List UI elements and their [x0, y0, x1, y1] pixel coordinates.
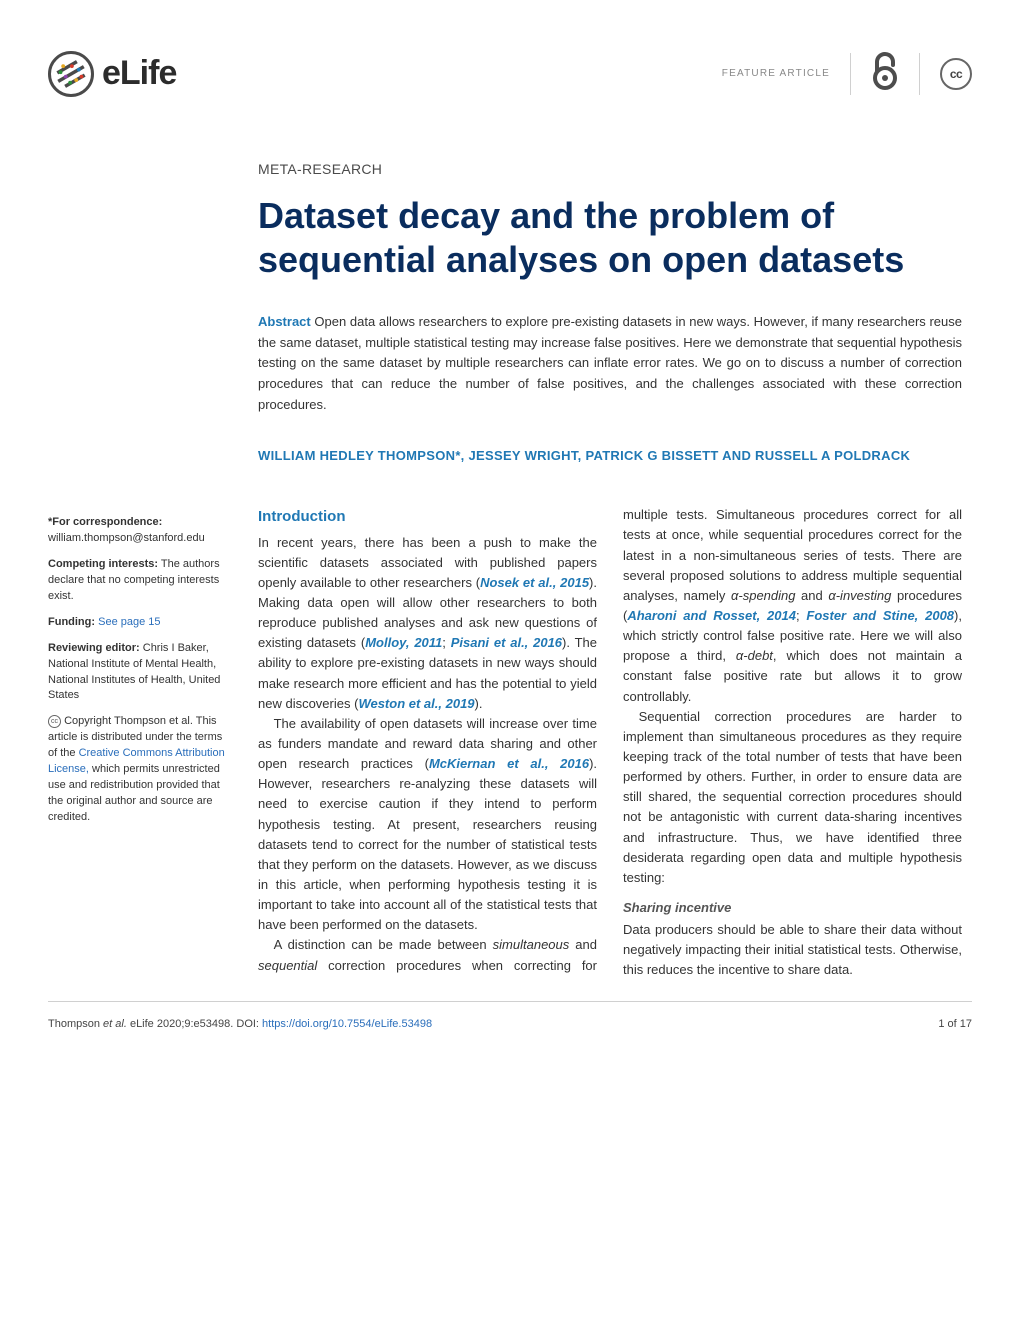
intro-heading: Introduction: [258, 505, 597, 528]
reviewing-label: Reviewing editor:: [48, 642, 140, 654]
divider: [850, 53, 851, 95]
doi-link[interactable]: https://doi.org/10.7554/eLife.53498: [262, 1018, 432, 1030]
divider: [919, 53, 920, 95]
body-paragraph: Sequential correction procedures are har…: [623, 707, 962, 888]
funding-link[interactable]: See page 15: [98, 616, 160, 628]
page-number: 1 of 17: [938, 1016, 972, 1033]
body-paragraph: In recent years, there has been a push t…: [258, 533, 597, 714]
citation[interactable]: Pisani et al., 2016: [451, 635, 562, 650]
citation[interactable]: Nosek et al., 2015: [480, 575, 589, 590]
article-body: Introduction In recent years, there has …: [258, 505, 962, 980]
funding: Funding: See page 15: [48, 615, 228, 631]
cc-inline-icon: cc: [48, 715, 61, 728]
article-category: META-RESEARCH: [258, 159, 962, 180]
footer-citation: Thompson et al. eLife 2020;9:e53498. DOI…: [48, 1016, 432, 1033]
reviewing-editor: Reviewing editor: Chris I Baker, Nationa…: [48, 641, 228, 705]
article-sidebar: *For correspondence: william.thompson@st…: [48, 159, 228, 981]
article-main: META-RESEARCH Dataset decay and the prob…: [258, 159, 972, 981]
article-type-label: FEATURE ARTICLE: [722, 66, 830, 81]
correspondence: *For correspondence: william.thompson@st…: [48, 515, 228, 547]
abstract-label: Abstract: [258, 314, 311, 329]
citation[interactable]: McKiernan et al., 2016: [429, 756, 589, 771]
citation[interactable]: Aharoni and Rosset, 2014: [627, 608, 796, 623]
page-footer: Thompson et al. eLife 2020;9:e53498. DOI…: [48, 1002, 972, 1063]
header-meta: FEATURE ARTICLE cc: [722, 51, 972, 97]
funding-label: Funding:: [48, 616, 95, 628]
competing-interests: Competing interests: The authors declare…: [48, 557, 228, 605]
body-paragraph: The availability of open datasets will i…: [258, 714, 597, 936]
body-paragraph: Data producers should be able to share t…: [623, 920, 962, 980]
subsection-heading: Sharing incentive: [623, 898, 962, 918]
abstract-text: Open data allows researchers to explore …: [258, 314, 962, 412]
citation[interactable]: Molloy, 2011: [365, 635, 442, 650]
journal-name: eLife: [102, 48, 176, 99]
competing-label: Competing interests:: [48, 558, 158, 570]
citation[interactable]: Weston et al., 2019: [358, 696, 474, 711]
correspondence-value: william.thompson@stanford.edu: [48, 532, 205, 544]
elife-logo-icon: [48, 51, 94, 97]
copyright-notice: cc Copyright Thompson et al. This articl…: [48, 714, 228, 826]
cc-license-icon: cc: [940, 58, 972, 90]
journal-logo: eLife: [48, 48, 176, 99]
article-authors: WILLIAM HEDLEY THOMPSON*, JESSEY WRIGHT,…: [258, 446, 962, 466]
article-abstract: Abstract Open data allows researchers to…: [258, 312, 962, 416]
open-access-icon: [871, 51, 899, 97]
article-title: Dataset decay and the problem of sequent…: [258, 194, 962, 282]
citation[interactable]: Foster and Stine, 2008: [806, 608, 954, 623]
correspondence-label: *For correspondence:: [48, 516, 162, 528]
page-header: eLife FEATURE ARTICLE cc: [48, 48, 972, 99]
